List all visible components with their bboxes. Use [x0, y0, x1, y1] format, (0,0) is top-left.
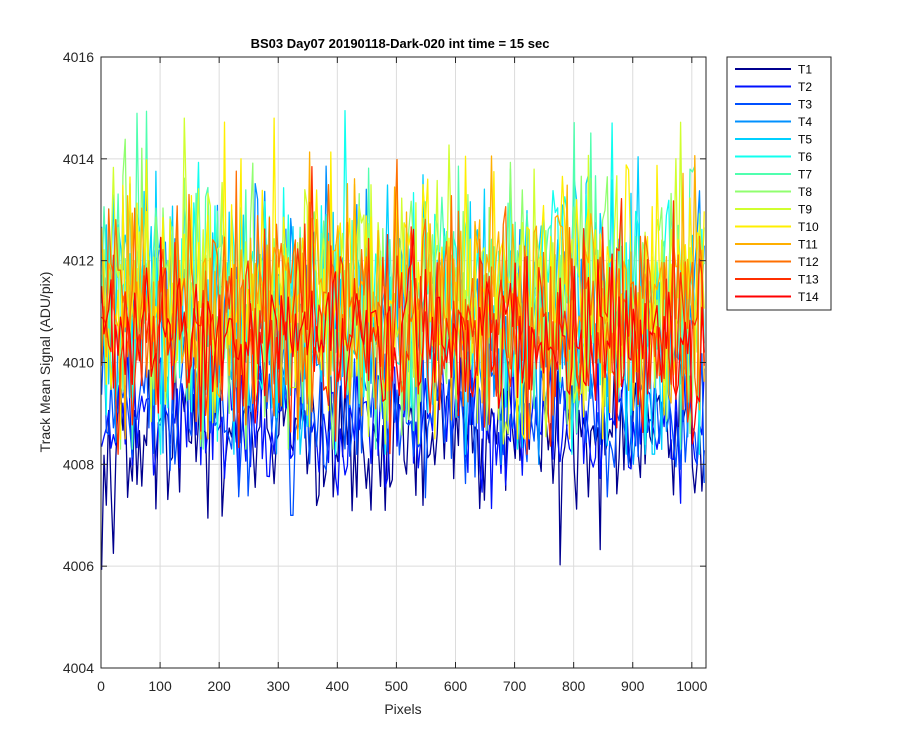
x-tick-label: 100 [148, 678, 172, 694]
y-tick-label: 4010 [63, 355, 94, 371]
legend-label-t5: T5 [798, 133, 812, 147]
chart-title: BS03 Day07 20190118-Dark-020 int time = … [251, 36, 550, 51]
legend-label-t14: T14 [798, 290, 819, 304]
x-tick-label: 800 [562, 678, 586, 694]
x-axis-label: Pixels [384, 701, 421, 717]
y-axis-label: Track Mean Signal (ADU/pix) [37, 272, 53, 453]
y-tick-label: 4006 [63, 558, 94, 574]
legend-label-t4: T4 [798, 115, 812, 129]
legend-label-t1: T1 [798, 63, 812, 77]
x-tick-label: 0 [97, 678, 105, 694]
legend-label-t10: T10 [798, 220, 819, 234]
series-lines [101, 109, 705, 570]
y-tick-label: 4012 [63, 253, 94, 269]
y-tick-label: 4016 [63, 49, 94, 65]
y-tick-label: 4014 [63, 151, 94, 167]
legend-label-t13: T13 [798, 273, 819, 287]
legend-label-t9: T9 [798, 203, 812, 217]
y-tick-label: 4008 [63, 456, 94, 472]
legend-box [726, 56, 832, 311]
x-tick-label: 500 [385, 678, 409, 694]
x-tick-label: 600 [444, 678, 468, 694]
series-line-t14 [101, 228, 705, 445]
x-tick-label: 200 [207, 678, 231, 694]
legend-label-t11: T11 [798, 238, 818, 252]
x-tick-label: 900 [621, 678, 645, 694]
series-line-t13 [101, 165, 705, 455]
legend-label-t7: T7 [798, 168, 812, 182]
x-tick-label: 1000 [676, 678, 707, 694]
axis-ticks: 0 100 200 300 400 500 600 700 800 900 1000 4004 4006… [63, 49, 708, 694]
legend-label-t8: T8 [798, 185, 812, 199]
x-tick-label: 300 [267, 678, 291, 694]
series-line-t12 [101, 158, 705, 430]
legend-label-t2: T2 [798, 80, 812, 94]
x-tick-label: 400 [326, 678, 350, 694]
y-tick-label: 4004 [63, 660, 94, 676]
legend-label-t6: T6 [798, 150, 812, 164]
legend-label-t3: T3 [798, 98, 812, 112]
legend-label-t12: T12 [798, 255, 819, 269]
x-tick-label: 700 [503, 678, 527, 694]
legend: T1 T2 T3 T4 T5 T6 T7 T8 T9 T10 T11 T12 T13 T14 [726, 56, 832, 311]
